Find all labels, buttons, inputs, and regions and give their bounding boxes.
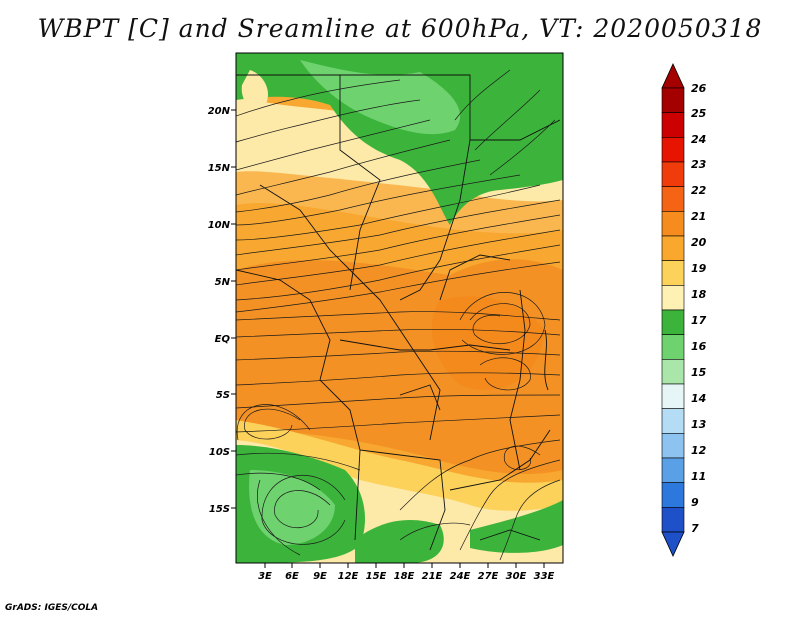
cb-label-16: 16 — [691, 340, 707, 353]
colorbar-swatch — [661, 359, 685, 385]
cb-label-14: 14 — [691, 392, 706, 405]
colorbar-swatch — [661, 211, 685, 237]
grads-credit: GrADS: IGES/COLA — [5, 603, 99, 613]
lat-label-15s: 15S — [209, 504, 230, 515]
cb-label-12: 12 — [691, 444, 707, 457]
colorbar-bottom-arrow — [661, 531, 685, 557]
wbpt-lightgreen-south — [249, 470, 335, 545]
lat-label-10s: 10S — [209, 447, 230, 458]
colorbar-swatch — [661, 87, 685, 113]
lon-label-21e: 21E — [422, 571, 443, 582]
colorbar-swatch — [661, 260, 685, 286]
lon-label-18e: 18E — [394, 571, 415, 582]
cb-label-22: 22 — [691, 184, 707, 197]
cb-label-26: 26 — [691, 82, 707, 95]
lon-label-15e: 15E — [366, 571, 387, 582]
colorbar-labels: 26 25 24 23 22 21 20 19 18 17 16 15 14 1… — [691, 82, 707, 535]
colorbar-top-arrow — [661, 63, 685, 89]
colorbar-swatch — [661, 186, 685, 212]
colorbar-swatch — [661, 112, 685, 138]
wbpt-band-19 — [236, 420, 563, 535]
map-panel — [236, 53, 563, 563]
lat-label-20n: 20N — [208, 106, 231, 117]
country-boundaries — [236, 74, 561, 551]
cb-label-9: 9 — [691, 496, 699, 509]
colorbar-swatch — [661, 309, 685, 335]
lon-label-30e: 30E — [506, 571, 527, 582]
cb-label-11: 11 — [691, 470, 706, 483]
wbpt-pale-patch-nw — [241, 70, 269, 111]
cb-label-17: 17 — [691, 314, 707, 327]
cb-label-15: 15 — [691, 366, 707, 379]
map-frame — [235, 52, 564, 564]
latitude-axis: 20N 15N 10N 5N EQ 5S 10S 15S — [208, 106, 236, 515]
colorbar: 26 25 24 23 22 21 20 19 18 17 16 15 14 1… — [661, 63, 707, 557]
colorbar-swatch — [661, 408, 685, 434]
colorbar-swatch — [661, 137, 685, 163]
cb-label-13: 13 — [691, 418, 707, 431]
lon-label-33e: 33E — [534, 571, 555, 582]
cb-label-20: 20 — [691, 236, 707, 249]
cb-label-19: 19 — [691, 262, 707, 275]
colorbar-swatch — [661, 383, 685, 409]
lon-label-24e: 24E — [450, 571, 471, 582]
colorbar-swatch — [661, 334, 685, 360]
cb-label-18: 18 — [691, 288, 707, 301]
lat-label-eq: EQ — [215, 334, 231, 345]
lat-label-10n: 10N — [208, 220, 231, 231]
colorbar-swatch — [661, 235, 685, 261]
lon-label-6e: 6E — [285, 571, 299, 582]
cb-label-23: 23 — [691, 158, 707, 171]
cb-label-25: 25 — [691, 107, 707, 120]
lon-label-3e: 3E — [258, 571, 272, 582]
colorbar-swatch — [661, 285, 685, 311]
streamlines — [236, 69, 561, 561]
lat-label-5n: 5N — [215, 277, 231, 288]
cb-label-7: 7 — [691, 522, 699, 535]
colorbar-swatch — [661, 161, 685, 187]
lon-label-27e: 27E — [478, 571, 499, 582]
colorbar-swatch — [661, 457, 685, 483]
lat-label-5s: 5S — [216, 390, 230, 401]
colorbar-boxes — [661, 87, 685, 533]
colorbar-swatch — [661, 507, 685, 533]
colorbar-swatch — [661, 482, 685, 508]
longitude-axis: 3E 6E 9E 12E 15E 18E 21E 24E 27E 30E 33E — [258, 563, 555, 582]
wbpt-green-south-central — [355, 520, 444, 563]
wbpt-green-north — [236, 53, 563, 225]
colorbar-swatch — [661, 433, 685, 459]
lon-label-9e: 9E — [313, 571, 327, 582]
cb-label-21: 21 — [691, 210, 706, 223]
lat-label-15n: 15N — [208, 163, 231, 174]
map-title: WBPT [C] and Sreamline at 600hPa, VT: 20… — [37, 14, 763, 43]
lon-label-12e: 12E — [338, 571, 359, 582]
cb-label-24: 24 — [691, 133, 706, 146]
